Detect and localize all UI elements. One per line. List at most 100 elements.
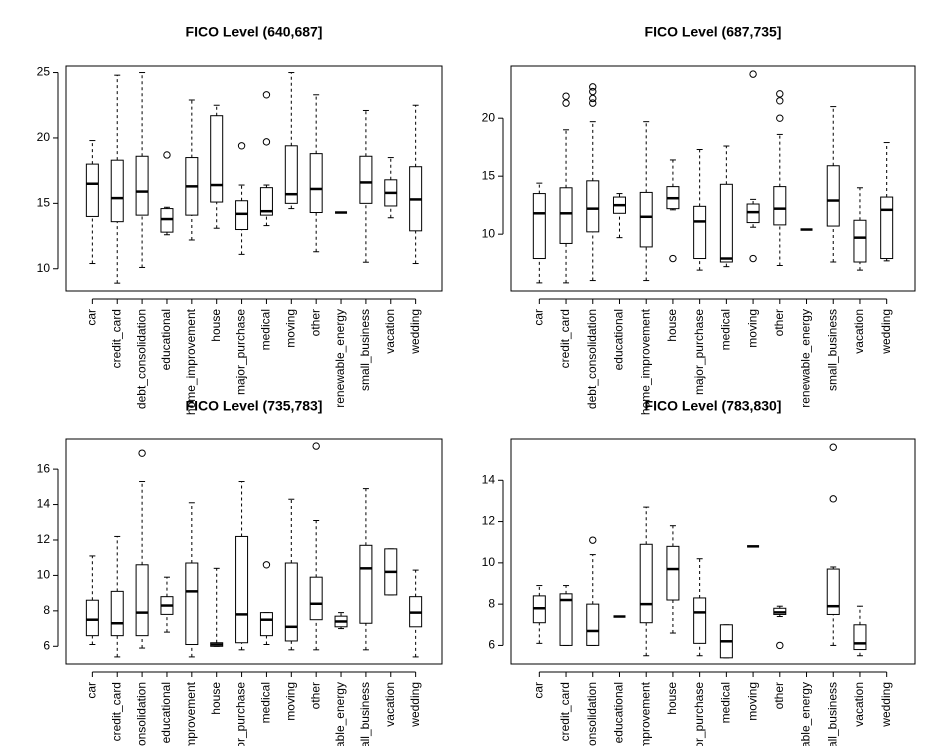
- panel: FICO Level (687,735] 10 15 20 car credit_card…: [482, 24, 916, 415]
- y-tick-label: 12: [482, 514, 496, 528]
- outlier: [262, 138, 271, 146]
- y-tick-label: 10: [37, 568, 51, 582]
- box: [880, 196, 894, 260]
- x-tick-label: educational: [612, 309, 626, 370]
- box: [359, 155, 373, 204]
- x-tick-label: major_purchase: [234, 682, 248, 746]
- outlier: [776, 90, 784, 98]
- outlier: [776, 114, 784, 122]
- x-tick-label: small_business: [358, 309, 372, 391]
- x-tick-label: credit_card: [109, 682, 123, 741]
- outlier: [589, 99, 597, 107]
- y-tick-label: 16: [37, 461, 51, 475]
- x-tick-label: house: [665, 682, 679, 715]
- box: [853, 624, 867, 651]
- box: [235, 200, 249, 231]
- box: [309, 576, 323, 621]
- x-tick-label: debt_consolidation: [134, 682, 148, 746]
- x-tick-label: renewable_energy: [799, 682, 813, 746]
- box: [284, 145, 298, 204]
- box: [135, 155, 149, 216]
- outlier: [829, 443, 837, 451]
- y-tick-label: 25: [37, 65, 51, 79]
- x-tick-label: credit_card: [109, 309, 123, 368]
- x-tick-label: medical: [259, 682, 273, 723]
- panel: FICO Level (640,687] 10 15 20 25 car credit_ca…: [37, 24, 443, 415]
- y-tick-label: 10: [482, 226, 496, 240]
- outlier: [829, 495, 837, 503]
- box: [85, 163, 99, 217]
- x-tick-label: educational: [159, 309, 173, 370]
- x-tick-label: small_business: [358, 682, 372, 746]
- x-tick-label: car: [531, 682, 545, 699]
- outlier: [749, 254, 757, 263]
- plot-frame: [65, 438, 443, 665]
- panel: FICO Level (735,783] 6 8 10 12 14 16 car credit_…: [37, 398, 443, 746]
- box: [532, 193, 546, 260]
- y-tick-label: 15: [482, 168, 496, 182]
- x-tick-label: renewable_energy: [333, 682, 347, 746]
- x-tick-label: debt_consolidation: [585, 682, 599, 746]
- x-tick-label: home_improvement: [638, 308, 652, 415]
- outlier: [749, 70, 757, 78]
- outlier: [589, 87, 597, 96]
- y-tick-label: 15: [37, 196, 51, 210]
- box: [284, 562, 298, 642]
- x-tick-label: moving: [283, 309, 297, 348]
- x-tick-label: wedding: [408, 682, 422, 728]
- box: [135, 564, 149, 637]
- x-tick-label: major_purchase: [692, 309, 706, 395]
- plot-frame: [510, 438, 916, 665]
- x-tick-label: house: [665, 309, 679, 342]
- box: [559, 187, 573, 244]
- box: [639, 543, 653, 624]
- box: [359, 544, 373, 624]
- x-tick-label: renewable_energy: [799, 309, 813, 408]
- x-tick-label: wedding: [408, 309, 422, 355]
- x-tick-label: credit_card: [558, 309, 572, 368]
- x-tick-label: car: [85, 682, 99, 699]
- chart-title: FICO Level (687,735]: [645, 24, 782, 40]
- chart-title: FICO Level (735,783]: [186, 398, 323, 414]
- outlier: [669, 254, 677, 263]
- outlier: [776, 97, 784, 105]
- x-tick-label: moving: [745, 309, 759, 348]
- box: [259, 612, 273, 637]
- x-tick-label: car: [85, 309, 99, 326]
- x-tick-label: moving: [745, 682, 759, 721]
- box: [693, 205, 707, 260]
- x-tick-label: medical: [259, 309, 273, 350]
- y-tick-label: 6: [488, 638, 495, 652]
- box: [586, 603, 600, 646]
- box: [719, 183, 733, 263]
- y-tick-label: 6: [43, 638, 50, 652]
- x-tick-label: vacation: [383, 682, 397, 727]
- x-tick-label: home_improvement: [184, 681, 198, 746]
- x-tick-label: vacation: [383, 309, 397, 354]
- box: [235, 535, 249, 644]
- x-tick-label: major_purchase: [234, 309, 248, 395]
- y-tick-label: 20: [482, 110, 496, 124]
- outlier: [163, 151, 171, 159]
- x-tick-label: educational: [612, 682, 626, 743]
- chart-title: FICO Level (783,830]: [645, 398, 782, 414]
- outlier: [589, 536, 597, 544]
- outlier: [562, 92, 570, 100]
- x-tick-label: debt_consolidation: [585, 309, 599, 409]
- box: [853, 219, 867, 263]
- box: [85, 599, 99, 637]
- y-tick-label: 14: [37, 497, 51, 511]
- y-tick-label: 20: [37, 130, 51, 144]
- outlier: [237, 142, 246, 150]
- x-tick-label: other: [772, 682, 786, 709]
- outlier: [138, 449, 146, 457]
- panel: FICO Level (783,830] 6 8 10 12 14 car credit_ca…: [482, 398, 916, 746]
- plot-frame: [65, 65, 443, 292]
- x-tick-label: wedding: [879, 682, 893, 728]
- x-tick-label: vacation: [852, 309, 866, 354]
- x-tick-label: medical: [719, 309, 733, 350]
- box: [639, 191, 653, 248]
- outlier: [262, 561, 271, 569]
- box: [693, 597, 707, 644]
